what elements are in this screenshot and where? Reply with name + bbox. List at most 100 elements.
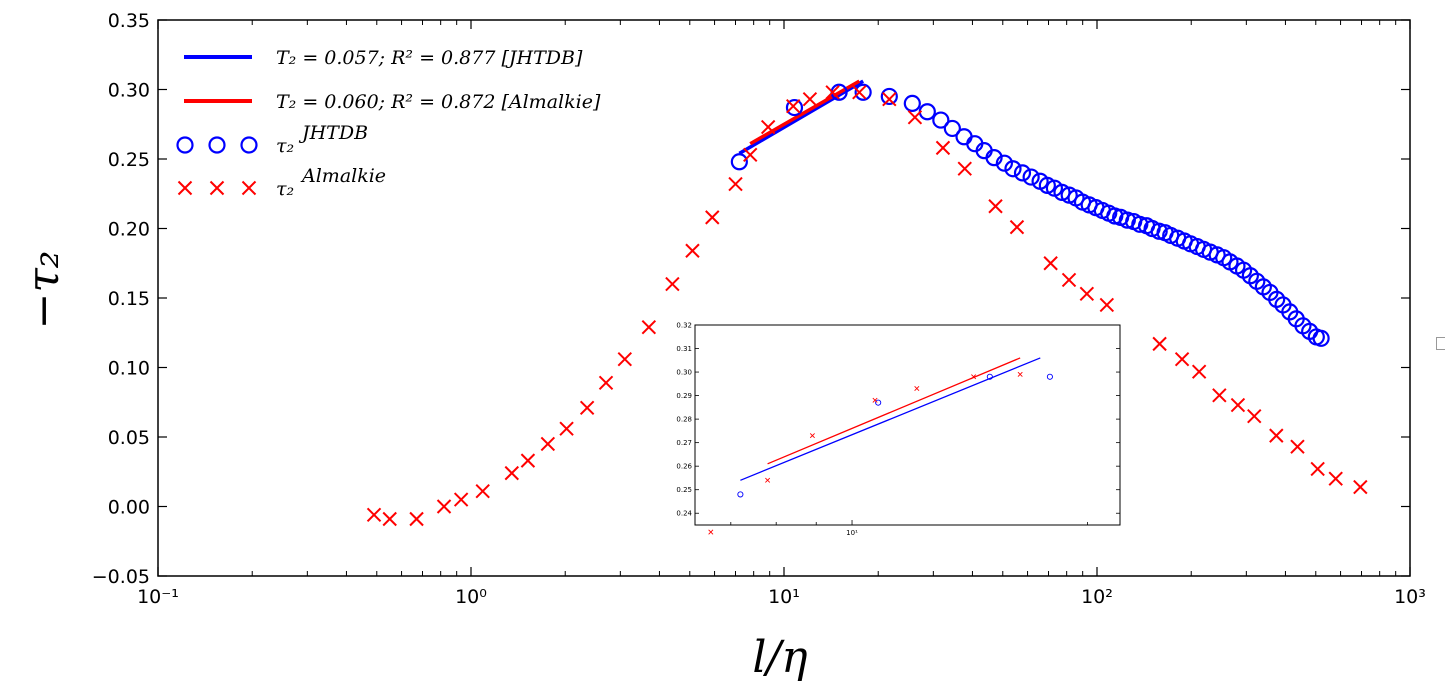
almalkie-point-stroke-b — [728, 176, 743, 192]
almalkie-point-stroke-b — [1290, 439, 1305, 454]
almalkie-point-stroke-b — [802, 92, 818, 107]
almalkie-point-stroke-b — [1043, 256, 1058, 271]
almalkie-point — [436, 499, 452, 514]
y-tick-label: 0.20 — [108, 219, 150, 241]
jhtdb-point — [1022, 168, 1040, 186]
inset-x-tick-label: 10¹ — [846, 529, 858, 537]
almalkie-point-stroke-b — [760, 119, 776, 135]
almalkie-point-stroke-b — [520, 453, 536, 468]
almalkie-point-stroke-b — [988, 199, 1003, 214]
y-tick-label: −0.05 — [92, 566, 150, 588]
almalkie-point-stroke-b — [825, 85, 840, 100]
almalkie-point — [825, 85, 840, 100]
legend-marker-jhtdb — [208, 136, 226, 154]
inset-almalkie-point-stroke-b — [809, 433, 815, 439]
almalkie-point — [598, 375, 614, 390]
jhtdb-point — [880, 87, 898, 106]
almalkie-point-stroke-b — [1310, 461, 1325, 477]
fit-line — [738, 79, 865, 155]
almalkie-point — [540, 436, 556, 452]
almalkie-point — [802, 92, 818, 107]
inset-almalkie-point — [708, 529, 714, 535]
jhtdb-point — [854, 83, 872, 101]
almalkie-point — [1191, 364, 1207, 379]
almalkie-point — [1353, 479, 1368, 495]
legend-label-almalkie: τ₂ — [276, 178, 294, 200]
y-axis-label: −τ₂ — [18, 251, 69, 330]
x-tick-label: 10³ — [1394, 586, 1426, 608]
jhtdb-point — [1004, 160, 1022, 178]
inset-fit-line — [740, 357, 1041, 481]
almalkie-point-stroke-b — [685, 243, 700, 258]
almalkie-point-stroke-b — [598, 375, 614, 390]
almalkie-point — [988, 199, 1003, 214]
jhtdb-point — [955, 128, 973, 146]
almalkie-point-stroke-b — [382, 511, 397, 527]
inset-almalkie-point-stroke-b — [708, 529, 714, 535]
almalkie-point-stroke-b — [1152, 336, 1167, 352]
almalkie-point-stroke-b — [1061, 272, 1077, 288]
almalkie-point — [760, 119, 776, 135]
inset-fit-lines — [740, 357, 1041, 481]
almalkie-point — [935, 140, 951, 156]
almalkie-point-stroke-b — [882, 92, 897, 107]
legend-marker-almalkie-stroke-b — [177, 180, 193, 196]
y-tick-label: 0.05 — [108, 427, 150, 449]
inset-almalkie-point-stroke-b — [914, 386, 920, 392]
legend-label-almalkie-fit: T₂ = 0.060; R² = 0.872 [Almalkie] — [276, 91, 601, 113]
inset-jhtdb-point — [986, 373, 993, 380]
clipped-side-element — [1436, 337, 1445, 350]
almalkie-point — [1269, 428, 1284, 443]
almalkie-point — [785, 98, 801, 114]
almalkie-point-stroke-b — [743, 147, 758, 163]
almalkie-point — [1212, 388, 1227, 403]
x-tick-label: 10⁻¹ — [137, 586, 179, 608]
almalkie-point-stroke-b — [665, 276, 680, 292]
inset-almalkie-point-stroke-b — [971, 374, 977, 380]
almalkie-point-stroke-b — [907, 110, 923, 125]
y-tick-label: 0.15 — [108, 288, 150, 310]
almalkie-point — [685, 243, 700, 258]
inset-y-tick-label: 0.26 — [676, 463, 692, 471]
almalkie-point-stroke-b — [504, 465, 520, 481]
inset-jhtdb-point — [875, 399, 882, 406]
almalkie-point-stroke-b — [641, 319, 657, 335]
almalkie-point — [743, 147, 758, 163]
almalkie-point — [1247, 408, 1262, 424]
almalkie-point — [1310, 461, 1325, 477]
jhtdb-point — [1013, 164, 1032, 182]
axis-ticks: 10⁻¹ 10⁰ 10¹ 10² 10³ −0.05 0.00 0.05 0.10 0.15 0.2… — [92, 10, 1426, 608]
inset-y-tick-label: 0.29 — [676, 392, 692, 400]
almalkie-point — [1290, 439, 1305, 454]
legend-label-almalkie-sup: Almalkie — [300, 165, 386, 187]
x-tick-label: 10¹ — [768, 586, 800, 608]
inset-almalkie-point — [872, 397, 878, 403]
legend-marker-almalkie — [241, 180, 257, 196]
x-tick-label: 10² — [1081, 586, 1113, 608]
legend: T₂ = 0.057; R² = 0.877 [JHTDB] T₂ = 0.060… — [176, 47, 601, 200]
almalkie-point-stroke-b — [1328, 471, 1343, 486]
inset-y-tick-label: 0.24 — [676, 510, 692, 518]
almalkie-point — [475, 484, 490, 499]
inset-almalkie-point — [765, 477, 771, 483]
almalkie-point — [728, 176, 743, 192]
almalkie-point — [579, 400, 595, 416]
almalkie-point — [1061, 272, 1077, 288]
almalkie-point — [1230, 397, 1246, 413]
legend-marker-almalkie — [177, 180, 193, 196]
almalkie-point-stroke-b — [617, 351, 633, 367]
almalkie-point — [453, 492, 469, 507]
inset-almalkie-point — [809, 433, 815, 439]
inset-almalkie-point-stroke-b — [1017, 371, 1023, 377]
almalkie-point — [882, 92, 897, 107]
jhtdb-point — [943, 119, 961, 138]
almalkie-point-stroke-b — [540, 436, 556, 452]
y-tick-label: 0.00 — [108, 497, 150, 519]
inset-y-tick-label: 0.25 — [676, 486, 692, 494]
almalkie-point-stroke-b — [935, 140, 951, 156]
legend-marker-almalkie-stroke-b — [241, 180, 257, 196]
almalkie-point-stroke-b — [366, 507, 382, 523]
almalkie-point-stroke-b — [705, 210, 720, 225]
inset-y-tick-label: 0.30 — [676, 369, 692, 377]
inset-fit-line — [767, 357, 1021, 465]
